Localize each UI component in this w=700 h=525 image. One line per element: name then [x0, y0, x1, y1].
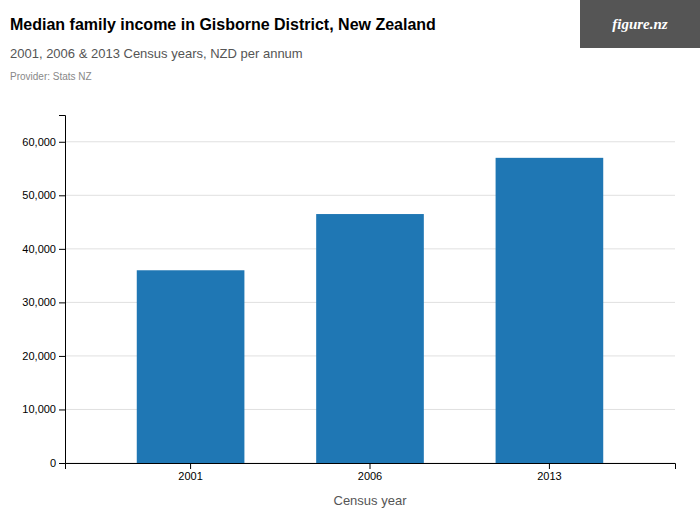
plot: 0 10,000 20,000 30,000 40,000 50,000 60,000 200… — [22, 116, 675, 509]
y-tick-mark — [59, 142, 65, 143]
y-tick-mark — [59, 249, 65, 250]
x-tick-label: 2013 — [537, 470, 561, 482]
logo-box — [580, 0, 700, 48]
y-tick: 60,000 — [22, 136, 65, 148]
provider: Provider: Stats NZ — [10, 71, 92, 82]
y-tick-label: 40,000 — [22, 243, 56, 255]
x-tick: 2013 — [537, 463, 561, 482]
grid-line — [65, 141, 675, 142]
bars — [137, 158, 603, 463]
y-tick-mark — [59, 356, 65, 357]
x-tick-mark — [190, 463, 191, 469]
y-tick: 30,000 — [22, 296, 65, 308]
y-tick-label: 60,000 — [22, 136, 56, 148]
y-tick: 40,000 — [22, 243, 65, 255]
y-tick: 20,000 — [22, 350, 65, 362]
bar — [496, 158, 604, 463]
y-tick-label: 30,000 — [22, 296, 56, 308]
x-tick-mark — [549, 463, 550, 469]
bar — [316, 214, 424, 463]
x-axis-line — [66, 464, 676, 470]
y-tick: 50,000 — [22, 189, 65, 201]
x-tick: 2006 — [358, 463, 382, 482]
y-tick-label: 20,000 — [22, 350, 56, 362]
x-tick-label: 2006 — [358, 470, 382, 482]
y-tick-label: 0 — [50, 457, 56, 469]
logo-text: figure.nz — [612, 16, 668, 32]
y-axis: 0 10,000 20,000 30,000 40,000 50,000 60,000 — [22, 116, 65, 470]
y-tick: 0 — [50, 457, 65, 469]
y-tick-mark — [59, 409, 65, 410]
y-tick-label: 10,000 — [22, 403, 56, 415]
x-tick: 2001 — [178, 463, 202, 482]
x-axis: 2001 2006 2013 — [66, 463, 676, 482]
bar — [137, 270, 245, 463]
logo: figure.nz — [580, 0, 700, 48]
y-tick-label: 50,000 — [22, 189, 56, 201]
grid — [65, 142, 675, 463]
subtitle: 2001, 2006 & 2013 Census years, NZD per … — [10, 46, 303, 61]
y-tick-mark — [59, 302, 65, 303]
title: Median family income in Gisborne Distric… — [10, 16, 436, 33]
y-tick-mark — [59, 463, 65, 464]
x-tick-label: 2001 — [178, 470, 202, 482]
chart: Median family income in Gisborne Distric… — [0, 0, 700, 525]
x-axis-title: Census year — [334, 493, 408, 508]
y-tick-mark — [59, 195, 65, 196]
x-tick-mark — [370, 463, 371, 469]
y-tick: 10,000 — [22, 403, 65, 415]
y-axis-line — [59, 116, 66, 464]
